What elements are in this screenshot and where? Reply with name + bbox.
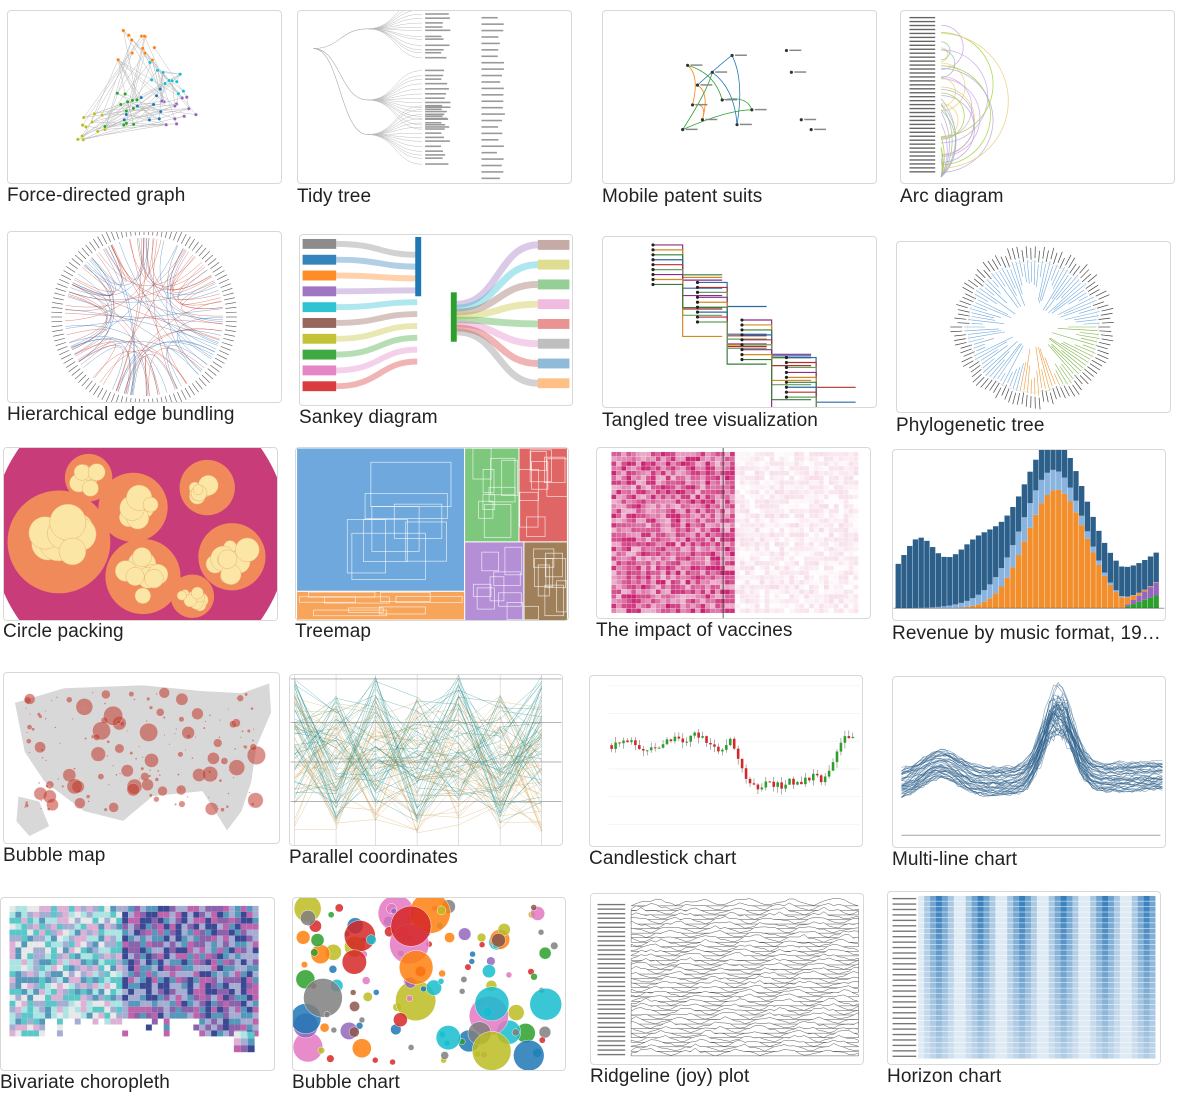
- thumbnail-tangled-tree: [602, 236, 877, 408]
- sankey-svg: [302, 236, 570, 392]
- patent-graph-svg: [681, 48, 826, 132]
- thumbnail-parallel-coordinates: [289, 674, 563, 846]
- thumbnail-revenue-by-music-format: [892, 449, 1166, 621]
- card-title: Bubble map: [3, 845, 106, 866]
- phylo-tree-svg: [950, 246, 1114, 410]
- card-title: Candlestick chart: [589, 848, 737, 869]
- force-graph-svg: [75, 28, 198, 142]
- gallery-card-tangled-tree[interactable]: Tangled tree visualization: [602, 236, 877, 436]
- card-title: Hierarchical edge bundling: [7, 404, 235, 425]
- gallery-card-horizon-chart[interactable]: Horizon chart: [887, 891, 1163, 1096]
- gallery-card-hierarchical-edge-bundling[interactable]: Hierarchical edge bundling: [7, 231, 282, 431]
- gallery-card-tidy-tree[interactable]: Tidy tree: [297, 10, 572, 210]
- card-title: Tangled tree visualization: [602, 410, 818, 431]
- card-title: Circle packing: [3, 621, 124, 642]
- tidy-tree-svg: [313, 11, 505, 180]
- card-title: The impact of vaccines: [596, 620, 793, 641]
- thumbnail-horizon-chart: [887, 891, 1161, 1065]
- gallery-card-parallel-coordinates[interactable]: Parallel coordinates: [289, 674, 564, 874]
- gallery-card-candlestick-chart[interactable]: Candlestick chart: [589, 675, 864, 875]
- thumbnail-ridgeline-plot: [590, 893, 864, 1065]
- card-title: Tidy tree: [297, 186, 372, 207]
- card-title: Bivariate choropleth: [0, 1072, 170, 1093]
- bubble-chart-svg: [293, 898, 562, 1070]
- arc-diagram-svg: [909, 16, 1009, 178]
- thumbnail-impact-of-vaccines: [596, 447, 871, 619]
- thumbnail-bivariate-choropleth: [0, 897, 275, 1071]
- gallery-card-sankey-diagram[interactable]: Sankey diagram: [299, 234, 574, 434]
- music-revenue-svg: [893, 450, 1165, 609]
- thumbnail-arc-diagram: [900, 10, 1175, 184]
- card-title: Mobile patent suits: [602, 186, 763, 207]
- vaccines-heatmap-svg: [611, 448, 859, 618]
- thumbnail-phylogenetic-tree: [896, 241, 1171, 413]
- thumbnail-candlestick-chart: [589, 675, 863, 847]
- parallel-coordinates-svg: [290, 675, 562, 845]
- thumbnail-bubble-map: [3, 672, 280, 844]
- thumbnail-mobile-patent-suits: [602, 10, 877, 184]
- treemap-svg: [296, 448, 568, 620]
- card-title: Parallel coordinates: [289, 847, 458, 868]
- gallery-card-force-directed-graph[interactable]: Force-directed graph: [7, 10, 282, 210]
- gallery-card-mobile-patent-suits[interactable]: Mobile patent suits: [602, 10, 877, 210]
- bivariate-map-svg: [9, 905, 259, 1053]
- thumbnail-tidy-tree: [297, 10, 572, 184]
- gallery-card-revenue-by-music-format[interactable]: Revenue by music format, 19…: [892, 449, 1167, 649]
- gallery-card-ridgeline-plot[interactable]: Ridgeline (joy) plot: [590, 893, 865, 1098]
- gallery-card-impact-of-vaccines[interactable]: The impact of vaccines: [596, 447, 871, 647]
- gallery-card-bubble-map[interactable]: Bubble map: [3, 672, 281, 872]
- gallery-card-bubble-chart[interactable]: Bubble chart: [292, 897, 568, 1102]
- horizon-chart-svg: [892, 895, 1156, 1059]
- card-title: Ridgeline (joy) plot: [590, 1066, 750, 1087]
- card-title: Multi-line chart: [892, 849, 1018, 870]
- gallery-card-phylogenetic-tree[interactable]: Phylogenetic tree: [896, 241, 1171, 441]
- tangled-tree-svg: [651, 243, 856, 407]
- card-title: Bubble chart: [292, 1072, 400, 1093]
- thumbnail-treemap: [295, 447, 569, 621]
- gallery-card-multi-line-chart[interactable]: Multi-line chart: [892, 676, 1167, 876]
- multi-line-svg: [901, 681, 1163, 836]
- gallery-card-arc-diagram[interactable]: Arc diagram: [900, 10, 1175, 210]
- candlestick-svg: [608, 685, 860, 825]
- bubble-map-svg: [14, 682, 272, 837]
- gallery-card-treemap[interactable]: Treemap: [295, 447, 570, 647]
- thumbnail-force-directed-graph: [7, 10, 282, 184]
- card-title: Phylogenetic tree: [896, 415, 1045, 436]
- card-title: Force-directed graph: [7, 185, 186, 206]
- gallery-card-bivariate-choropleth[interactable]: Bivariate choropleth: [0, 897, 276, 1102]
- card-title: Arc diagram: [900, 186, 1004, 207]
- gallery-card-circle-packing[interactable]: Circle packing: [3, 447, 278, 647]
- card-title: Treemap: [295, 621, 372, 642]
- card-title: Revenue by music format, 19…: [892, 623, 1161, 644]
- thumbnail-multi-line-chart: [892, 676, 1166, 848]
- ridgeline-svg: [597, 898, 859, 1057]
- thumbnail-bubble-chart: [292, 897, 566, 1071]
- card-title: Sankey diagram: [299, 407, 438, 428]
- card-title: Horizon chart: [887, 1066, 1002, 1087]
- thumbnail-sankey-diagram: [299, 234, 573, 406]
- circle-packing-svg: [4, 448, 277, 620]
- thumbnail-hierarchical-edge-bundling: [7, 231, 282, 403]
- thumbnail-circle-packing: [3, 447, 278, 621]
- edge-bundling-svg: [51, 232, 237, 402]
